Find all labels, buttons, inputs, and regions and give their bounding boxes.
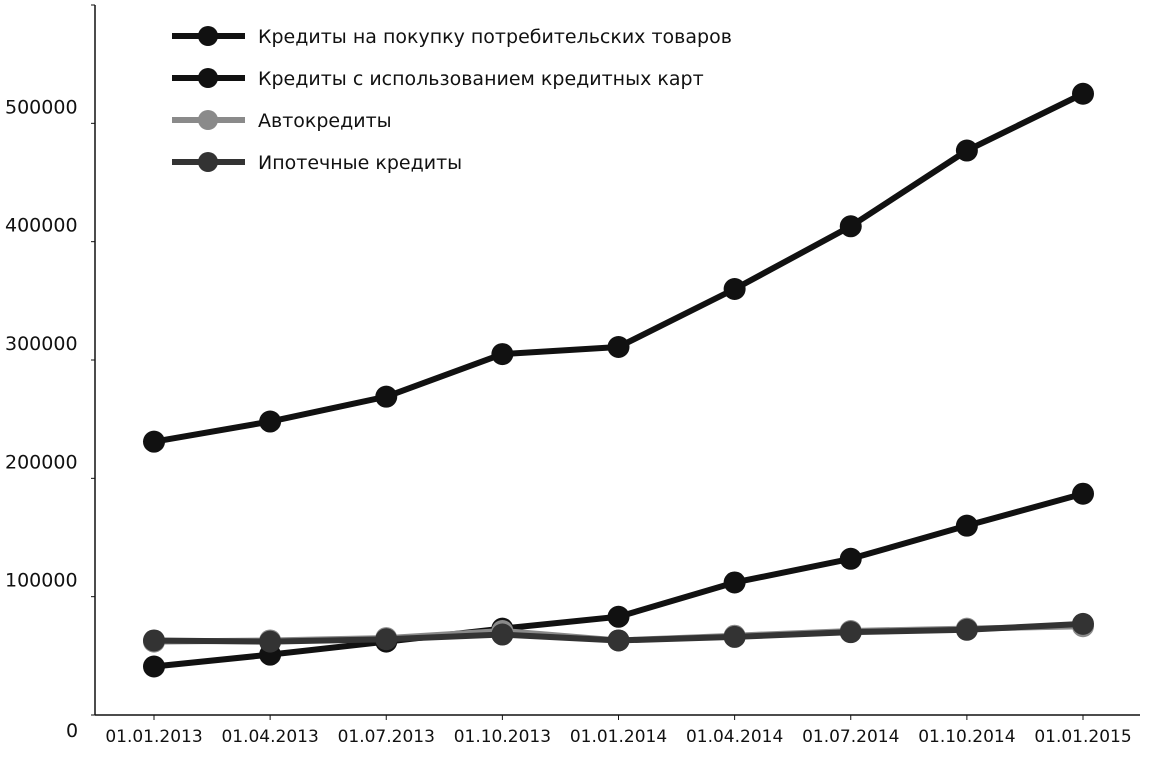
point	[1072, 82, 1094, 105]
point	[607, 335, 630, 358]
legend-marker	[198, 26, 218, 46]
point	[723, 278, 746, 300]
point	[143, 655, 165, 678]
point	[143, 629, 165, 652]
point	[723, 571, 746, 594]
point	[839, 547, 862, 570]
legend-label: Ипотечные кредиты	[258, 152, 462, 174]
point	[1072, 482, 1094, 505]
x-tick-label: 01.04.2013	[221, 727, 318, 747]
x-tick-label: 01.07.2014	[802, 727, 899, 747]
series-line	[153, 91, 1085, 445]
point	[259, 410, 282, 433]
legend-marker	[198, 152, 218, 172]
legend-label: Кредиты с использованием кредитных карт	[258, 68, 704, 90]
y-tick-label: 200000	[5, 451, 78, 473]
point	[491, 343, 514, 366]
point	[143, 430, 165, 453]
x-tick-label: 01.10.2013	[454, 727, 551, 747]
point	[839, 215, 862, 238]
point	[955, 514, 978, 537]
point	[259, 630, 282, 653]
point	[955, 618, 978, 641]
x-tick-label: 01.04.2014	[686, 727, 783, 747]
point	[839, 621, 862, 644]
point	[375, 628, 398, 651]
legend-marker	[198, 110, 218, 130]
point	[375, 385, 398, 408]
point	[491, 623, 514, 646]
point	[723, 625, 746, 648]
x-tick-label: 01.10.2014	[918, 727, 1015, 747]
point	[607, 605, 630, 628]
point	[1072, 612, 1094, 635]
y-tick-label: 300000	[5, 333, 78, 355]
x-tick-label: 01.01.2014	[570, 727, 667, 747]
legend-label: Кредиты на покупку потребительских товар…	[258, 26, 732, 48]
legend-label: Автокредиты	[258, 110, 392, 132]
y-tick-label: 500000	[5, 96, 78, 118]
y-tick-label: 0	[66, 720, 78, 742]
y-tick-label: 400000	[5, 215, 78, 237]
x-tick-label: 01.07.2013	[338, 727, 435, 747]
y-tick-label: 100000	[5, 570, 78, 592]
legend-marker	[198, 68, 218, 88]
x-tick-label: 01.01.2015	[1034, 727, 1131, 747]
point	[607, 629, 630, 652]
x-tick-label: 01.01.2013	[105, 727, 202, 747]
point	[955, 139, 978, 162]
